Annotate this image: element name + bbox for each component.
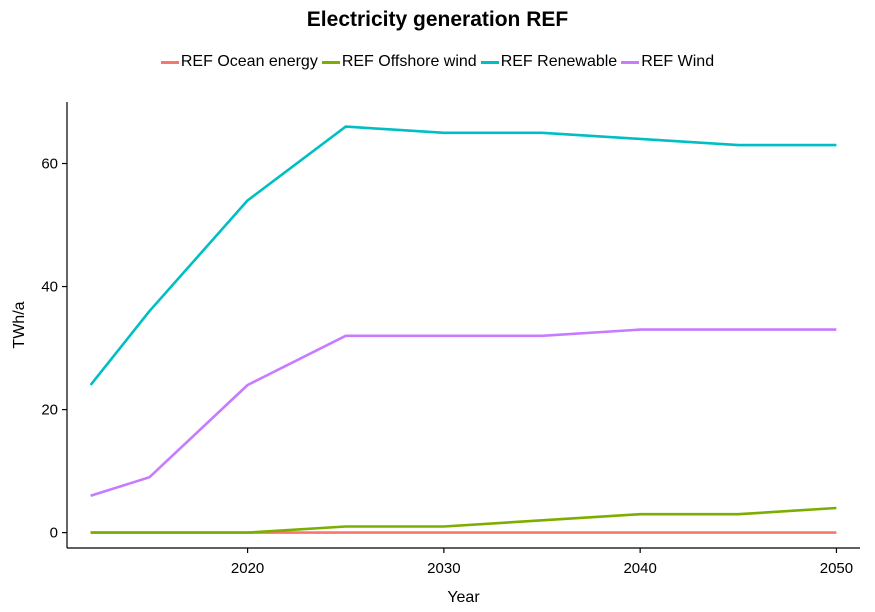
chart-title: Electricity generation REF [306,8,569,31]
legend-label-ocean-energy: REF Ocean energy [180,53,318,70]
legend: REF Ocean energy REF Offshore wind REF R… [0,50,875,74]
legend-item-ocean-energy: REF Ocean energy [160,53,318,71]
y-axis-title: TWh/a [11,301,28,348]
legend-item-offshore-wind: REF Offshore wind [321,53,477,71]
legend-label-renewable: REF Renewable [500,53,618,70]
x-tick-label: 2040 [623,560,656,577]
legend-swatch-offshore-wind [321,60,340,64]
x-tick-label: 2020 [231,560,264,577]
legend-swatch-ocean-energy [160,60,179,64]
series-line-wind [90,328,837,497]
legend-item-renewable: REF Renewable [480,53,618,71]
x-tick-label: 2030 [427,560,460,577]
y-tick-label: 60 [41,156,58,173]
series-line-offshore-wind [90,506,837,534]
legend-swatch-renewable [480,60,499,64]
x-tick-label: 2050 [820,560,853,577]
y-tick-label: 20 [41,402,58,419]
y-tick-label: 40 [41,279,58,296]
legend-item-wind: REF Wind [621,53,714,71]
series-line-renewable [89,125,837,386]
y-tick-label: 0 [50,525,58,542]
legend-label-wind: REF Wind [641,53,715,70]
legend-swatch-wind [621,60,640,64]
legend-label-offshore-wind: REF Offshore wind [341,53,477,70]
x-axis-title: Year [447,589,480,606]
